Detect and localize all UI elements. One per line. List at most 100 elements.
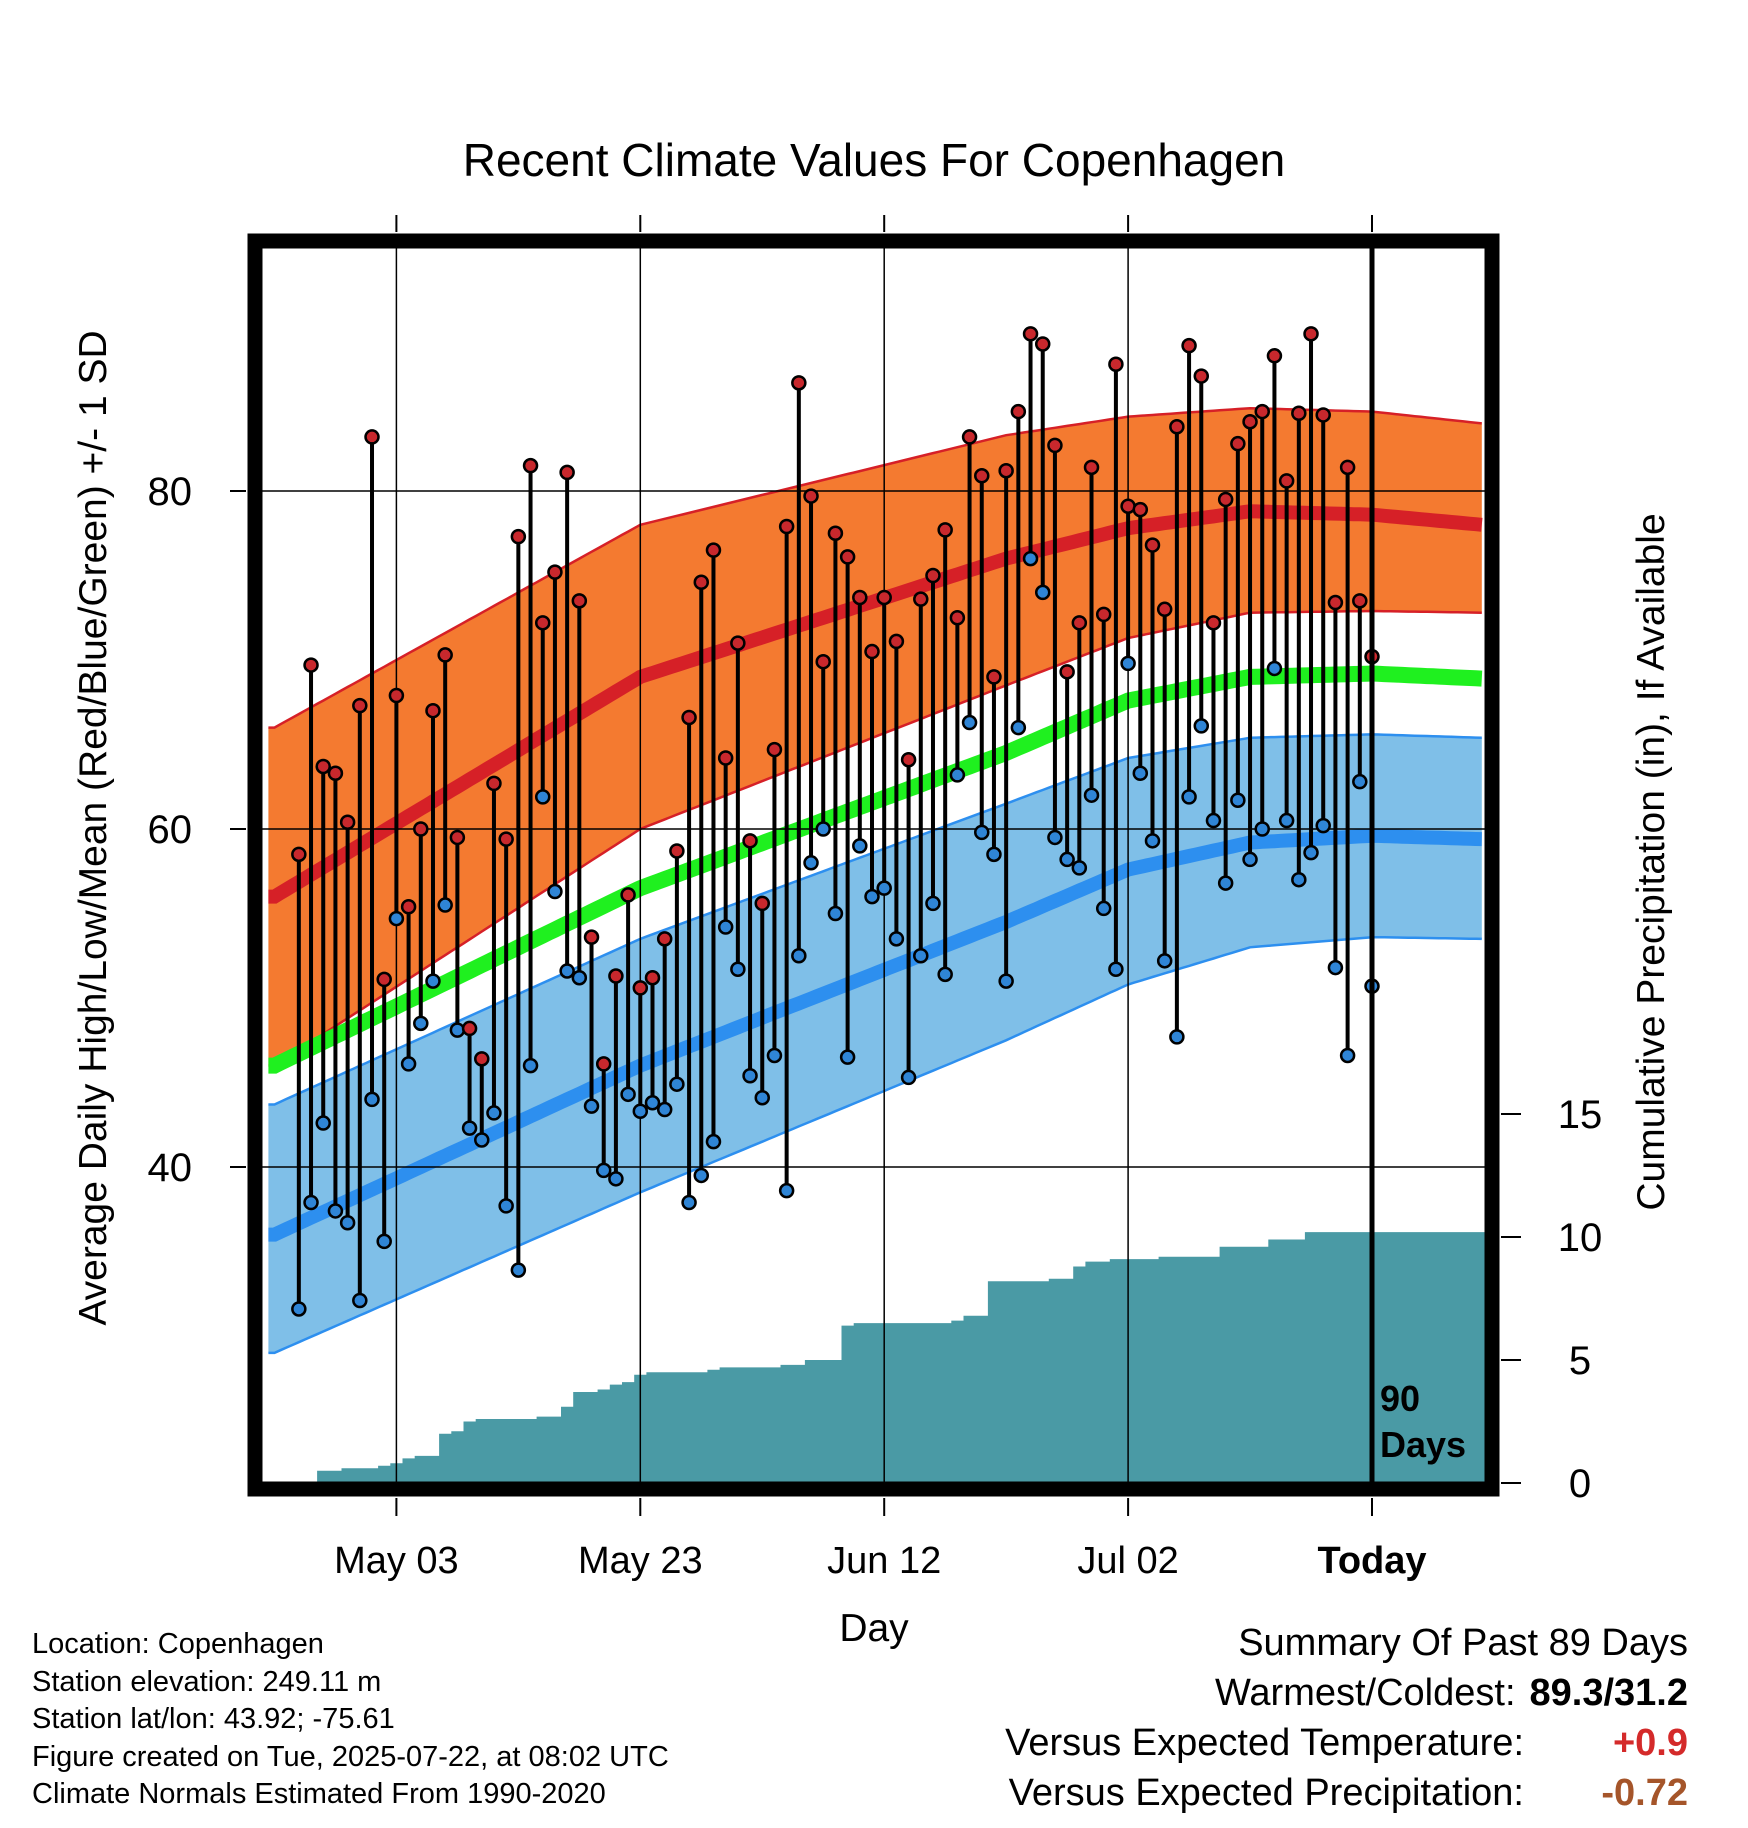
high-point [937,522,953,538]
high-sd-lower-line [268,609,1482,1067]
low-point [534,789,551,805]
high-point [1071,615,1088,631]
low-point [888,931,905,947]
low-point [803,855,819,871]
high-point [913,591,929,607]
low-point [632,1103,649,1119]
low-point [303,1194,319,1211]
low-point [1217,875,1234,891]
high-point [876,589,892,606]
low-point [1108,961,1124,978]
high-point [1095,606,1112,623]
high-point [791,375,807,391]
low-point [608,1171,624,1187]
high-point [669,843,685,859]
low-point [388,910,405,927]
low-point [437,897,453,913]
low-point [559,963,575,979]
low-point [498,1198,514,1214]
high-point [1278,473,1295,489]
high-point [376,971,392,988]
low-point [352,1292,368,1309]
high-point [1181,337,1197,354]
high-point [998,462,1014,479]
low-sd-lower-line [268,935,1482,1355]
high-point [815,653,831,670]
high-point [803,488,819,504]
high-point [1217,491,1234,508]
high-point [449,829,466,846]
high-point [632,980,649,996]
high-point [474,1051,490,1067]
high-point [766,741,783,758]
low-point [1071,860,1088,876]
temp-label: Versus Expected Temperature: [1005,1722,1524,1764]
low-point [827,905,844,922]
temp-value: +0.9 [1612,1722,1688,1764]
high-point [925,567,941,584]
high-point [693,574,710,591]
low-point [876,880,892,896]
high-point [352,697,368,714]
low-point [547,883,563,900]
high-point [400,898,417,915]
low-point [656,1101,673,1118]
low-point [1254,821,1270,837]
high-mean-line [268,504,1483,904]
x-tick-label: May 23 [578,1540,703,1582]
low-point [1047,829,1063,846]
low-point [1315,817,1331,834]
low-point [913,948,929,964]
high-point [1291,405,1307,422]
high-point [534,615,551,631]
high-point [778,518,795,535]
high-point [1205,615,1222,631]
low-point [1169,1029,1185,1045]
high-point [1108,356,1124,372]
info-location: Location: Copenhagen [32,1628,324,1660]
low-point [998,973,1014,989]
today-days-label: 90 [1380,1378,1420,1419]
high-point [1010,403,1027,420]
low-point [669,1076,685,1092]
low-point [742,1067,758,1084]
today-days-label-2: Days [1380,1424,1466,1465]
summary-temp: Versus Expected Temperature: +0.9 [1005,1718,1688,1768]
plot-frame [247,233,1500,1497]
high-point [656,931,673,947]
low-point [730,961,746,978]
low-point [583,1098,600,1114]
low-point [327,1203,344,1219]
high-point [1242,413,1258,430]
low-point [1242,851,1258,868]
low-sd-upper-line [268,733,1482,1106]
warmest-label: Warmest/Coldest: [1214,1672,1516,1714]
high-point [498,831,514,847]
low-point [522,1057,539,1074]
low-point [425,973,441,989]
high-point [595,1056,612,1072]
high-point [1303,326,1319,342]
low-point [461,1120,478,1136]
low-point [644,1095,661,1111]
low-point [1120,655,1136,672]
summary-title: Summary Of Past 89 Days [1238,1622,1688,1664]
y2-axis-label: Cumulative Precipitation (in), If Availa… [1630,513,1673,1210]
low-point [815,821,831,837]
low-point [571,969,588,986]
low-point [1266,660,1283,677]
high-point [522,457,539,474]
high-point [425,702,441,719]
warmest-value: 89.3/31.2 [1529,1672,1688,1714]
low-point [864,888,880,905]
low-point [1327,959,1344,976]
high-point [888,633,905,650]
plot-area: 90 Days 40 60 80 0 5 10 15 May 03 May 23 Jun 12 Jul … [148,215,1602,1582]
high-point [681,709,697,726]
high-point [1034,336,1051,352]
high-point [1144,537,1161,553]
low-point [620,1086,636,1103]
high-point [1047,437,1063,454]
y2-tick-label: 0 [1569,1462,1591,1506]
low-point [1230,792,1246,809]
